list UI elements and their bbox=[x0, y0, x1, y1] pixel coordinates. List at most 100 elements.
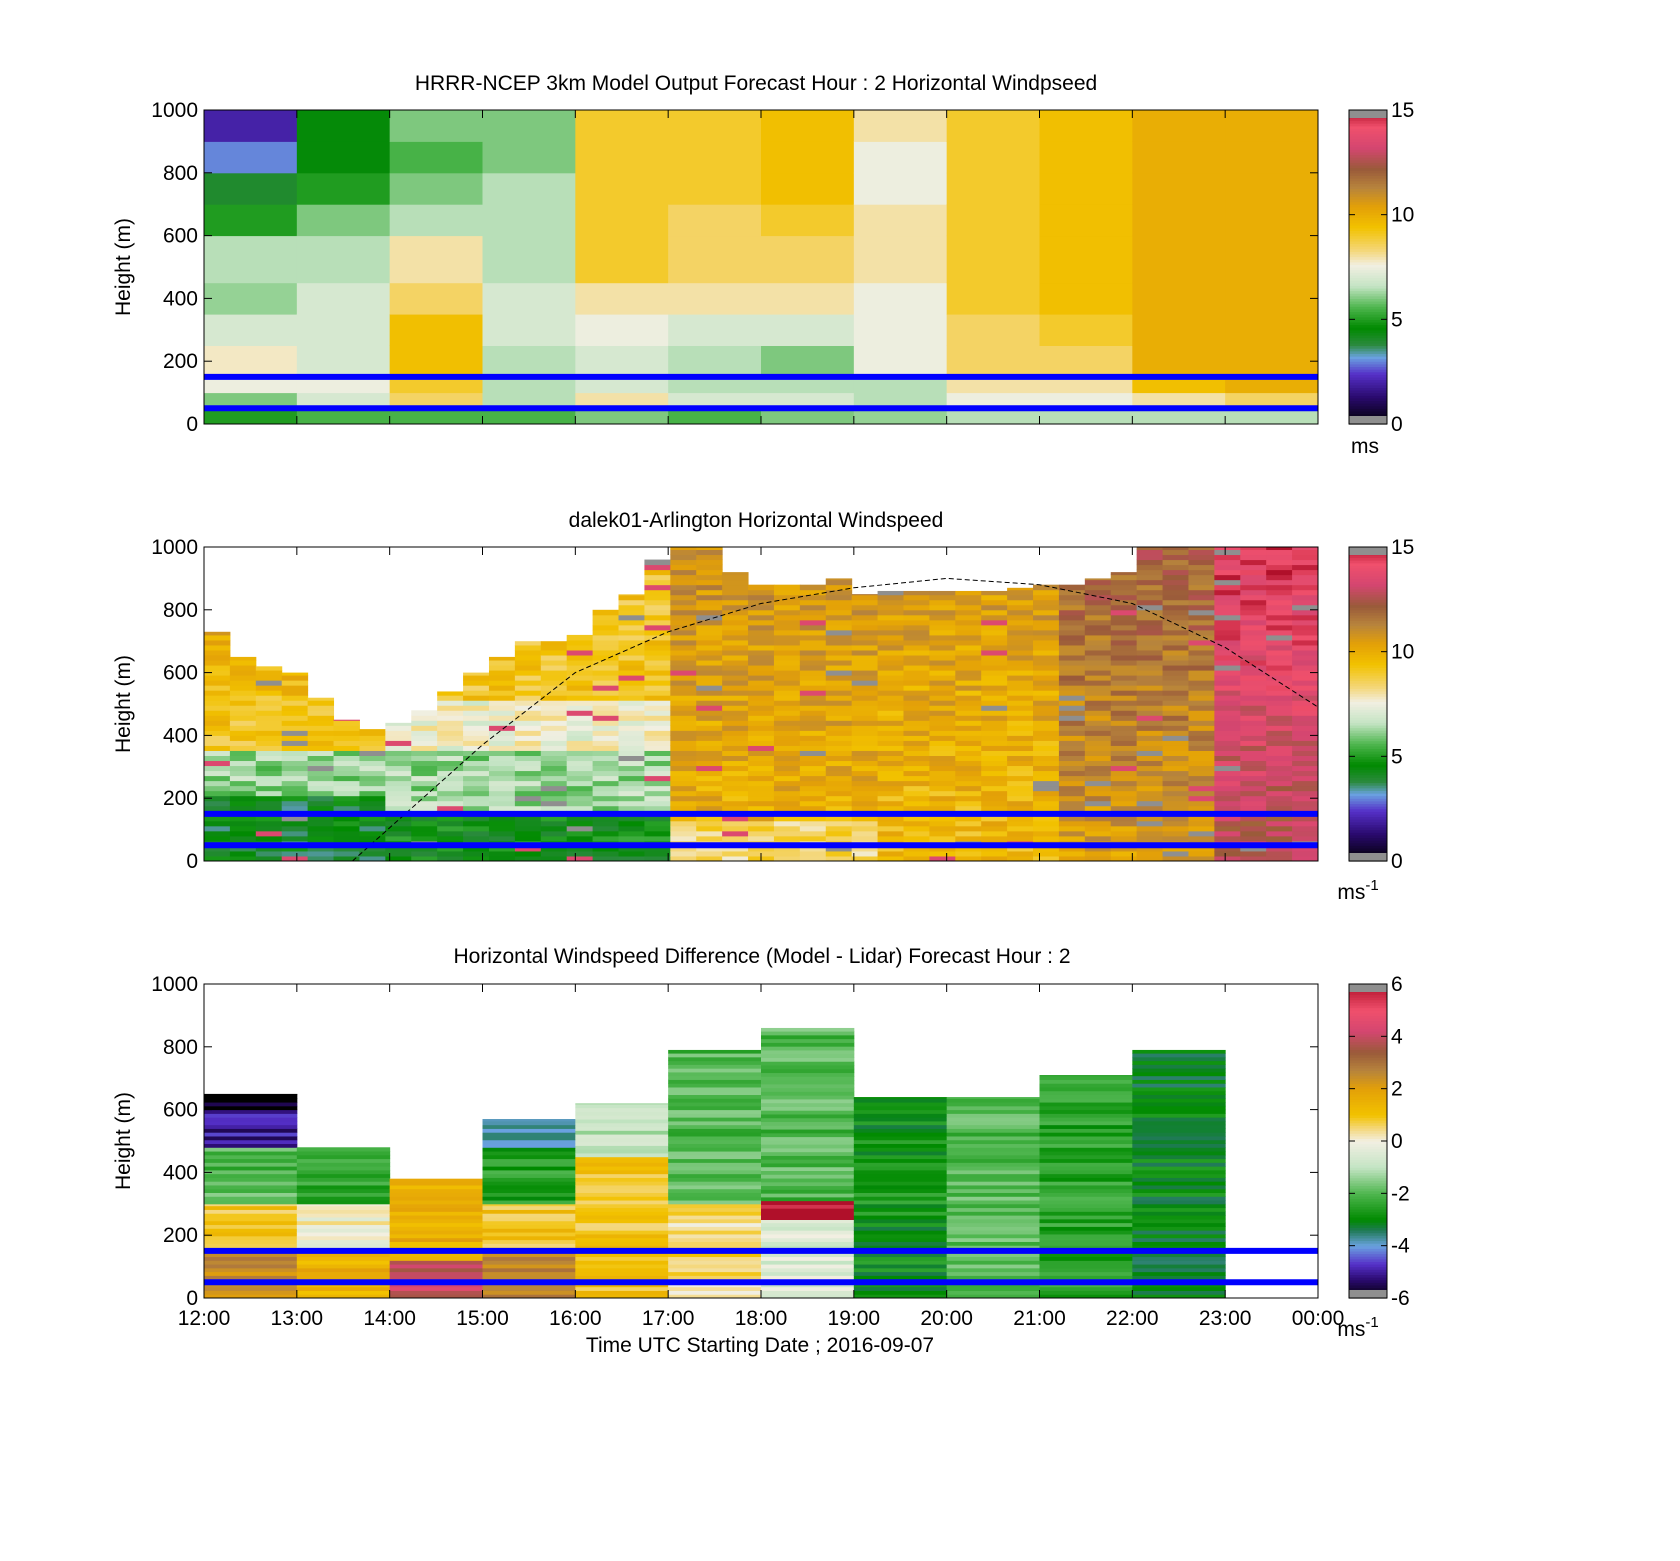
lidar-cell bbox=[1266, 825, 1293, 832]
colorbar-segment bbox=[1349, 1104, 1387, 1108]
difference-cell bbox=[668, 1128, 762, 1133]
lidar-cell bbox=[722, 735, 749, 741]
difference-cell bbox=[853, 1105, 948, 1111]
lidar-cell bbox=[1058, 705, 1086, 711]
lidar-cell bbox=[903, 725, 930, 731]
difference-cell bbox=[1039, 1083, 1133, 1088]
lidar-cell bbox=[1266, 624, 1293, 631]
lidar-cell bbox=[903, 780, 930, 787]
lidar-cell bbox=[540, 805, 568, 812]
colorbar-underflow bbox=[1349, 416, 1387, 424]
colorbar-segment bbox=[1349, 287, 1387, 292]
lidar-cell bbox=[696, 790, 723, 797]
lidar-cell bbox=[618, 830, 645, 837]
lidar-cell bbox=[255, 820, 283, 827]
lidar-cell bbox=[1058, 604, 1086, 611]
lidar-cell bbox=[1240, 745, 1267, 751]
lidar-cell bbox=[773, 770, 801, 777]
difference-cell bbox=[946, 1275, 1040, 1280]
difference-cell bbox=[853, 1196, 948, 1201]
lidar-cell bbox=[696, 619, 723, 626]
colorbar-segment bbox=[1349, 581, 1387, 585]
lidar-cell bbox=[1266, 725, 1293, 731]
lidar-cell bbox=[1136, 800, 1164, 807]
lidar-cell bbox=[722, 725, 749, 731]
lidar-cell bbox=[1058, 660, 1086, 666]
lidar-cell bbox=[411, 825, 438, 832]
difference-cell bbox=[482, 1224, 576, 1229]
lidar-cell bbox=[1110, 614, 1138, 621]
colorbar-segment bbox=[1349, 1086, 1387, 1090]
difference-cell bbox=[296, 1162, 391, 1167]
colorbar-segment bbox=[1349, 1091, 1387, 1095]
lidar-cell bbox=[1214, 549, 1241, 556]
lidar-cell bbox=[540, 780, 568, 787]
lidar-cell bbox=[825, 725, 853, 731]
difference-cell bbox=[668, 1169, 762, 1175]
colorbar-segment bbox=[1349, 813, 1387, 818]
lidar-cell bbox=[748, 675, 775, 681]
colorbar-segment bbox=[1349, 1020, 1387, 1024]
lidar-cell bbox=[981, 685, 1008, 691]
lidar-cell bbox=[1188, 720, 1215, 726]
lidar-cell bbox=[1007, 587, 1034, 591]
lidar-cell bbox=[799, 795, 827, 802]
lidar-cell bbox=[1007, 765, 1034, 772]
colorbar-segment bbox=[1349, 311, 1387, 315]
difference-colorbar-unit: ms-1 bbox=[1337, 1314, 1378, 1341]
lidar-cell bbox=[204, 680, 231, 686]
model-cell bbox=[482, 345, 576, 378]
lidar-cell bbox=[204, 655, 231, 661]
lidar-cell bbox=[204, 735, 231, 741]
lidar-cell bbox=[1084, 665, 1112, 671]
colorbar-segment bbox=[1349, 727, 1387, 731]
lidar-cell bbox=[644, 800, 671, 807]
colorbar-segment bbox=[1349, 1057, 1387, 1061]
lidar-cell bbox=[1110, 830, 1138, 837]
lidar-cell bbox=[1292, 700, 1318, 706]
lidar-cell bbox=[1240, 695, 1267, 701]
difference-cell bbox=[296, 1205, 391, 1210]
difference-cell bbox=[482, 1154, 576, 1160]
lidar-cell bbox=[514, 785, 542, 792]
model-cell bbox=[1132, 172, 1226, 205]
lidar-cell bbox=[1240, 574, 1267, 581]
lidar-cell bbox=[437, 765, 464, 772]
lidar-cell bbox=[1266, 639, 1293, 646]
lidar-cell bbox=[566, 639, 594, 646]
lidar-cell bbox=[903, 619, 930, 626]
model-cell bbox=[668, 282, 762, 315]
lidar-cell bbox=[955, 680, 982, 686]
model-cell bbox=[389, 376, 483, 394]
lidar-cell bbox=[903, 765, 930, 772]
difference-cell bbox=[389, 1200, 483, 1205]
lidar-cell bbox=[644, 599, 671, 606]
difference-cell bbox=[761, 1091, 855, 1096]
difference-cell bbox=[668, 1166, 762, 1171]
model-cell bbox=[1132, 345, 1226, 378]
lidar-cell bbox=[488, 855, 516, 861]
colorbar-segment bbox=[1349, 1112, 1387, 1116]
lidar-cell bbox=[722, 845, 749, 852]
lidar-cell bbox=[437, 715, 464, 721]
lidar-cell bbox=[307, 845, 335, 852]
difference-cell bbox=[761, 1271, 855, 1276]
lidar-cell bbox=[1292, 835, 1318, 842]
lidar-cell bbox=[670, 700, 697, 706]
lidar-cell bbox=[437, 855, 464, 861]
difference-cell bbox=[1039, 1102, 1133, 1107]
lidar-cell bbox=[955, 590, 982, 596]
lidar-cell bbox=[722, 800, 749, 807]
lidar-cell bbox=[1214, 660, 1241, 666]
lidar-cell bbox=[618, 685, 645, 691]
lidar-cell bbox=[411, 780, 438, 787]
lidar-cell bbox=[592, 670, 620, 676]
lidar-cell bbox=[204, 800, 231, 807]
lidar-cell bbox=[1162, 660, 1189, 666]
difference-cell bbox=[482, 1177, 576, 1182]
lidar-cell bbox=[307, 800, 335, 807]
lidar-cell bbox=[799, 695, 827, 701]
lidar-cell bbox=[748, 845, 775, 852]
lidar-cell bbox=[670, 725, 697, 731]
lidar-cell bbox=[1266, 790, 1293, 797]
